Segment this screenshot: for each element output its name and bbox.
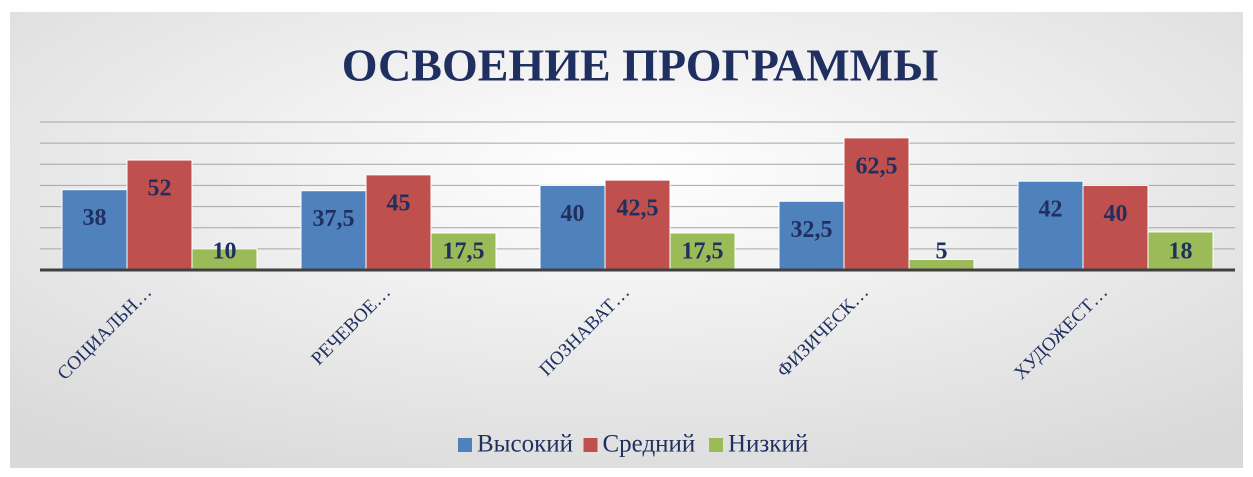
bar xyxy=(365,174,432,271)
data-label: 10 xyxy=(213,239,237,265)
data-label: 18 xyxy=(1169,239,1193,265)
data-label: 17,5 xyxy=(443,239,485,265)
data-label: 40 xyxy=(561,201,585,227)
data-label: 52 xyxy=(148,176,172,202)
bar xyxy=(300,190,367,271)
bar xyxy=(604,179,671,271)
legend-label: Средний xyxy=(603,431,696,458)
bar xyxy=(539,184,606,271)
legend-swatch xyxy=(458,438,472,452)
data-label: 40 xyxy=(1104,201,1128,227)
data-label: 42,5 xyxy=(617,196,659,222)
bar xyxy=(61,189,128,271)
bar xyxy=(1017,180,1084,271)
chart-title: ОСВОЕНИЕ ПРОГРАММЫ xyxy=(342,40,939,91)
bar xyxy=(430,232,497,271)
legend-label: Высокий xyxy=(477,431,573,458)
data-label: 45 xyxy=(387,190,411,216)
legend-swatch xyxy=(709,438,723,452)
data-label: 17,5 xyxy=(682,239,724,265)
data-label: 32,5 xyxy=(791,217,833,243)
bar xyxy=(669,232,736,271)
bar xyxy=(778,200,845,271)
data-label: 42 xyxy=(1039,197,1063,223)
bar xyxy=(1147,231,1214,271)
data-label: 38 xyxy=(83,205,107,231)
bar xyxy=(126,159,193,271)
data-label: 37,5 xyxy=(313,206,355,232)
data-label: 62,5 xyxy=(856,153,898,179)
bar xyxy=(1082,184,1149,271)
legend-swatch xyxy=(583,438,598,452)
data-label: 5 xyxy=(936,239,948,265)
bar xyxy=(843,137,910,271)
legend-label: Низкий xyxy=(728,431,808,458)
